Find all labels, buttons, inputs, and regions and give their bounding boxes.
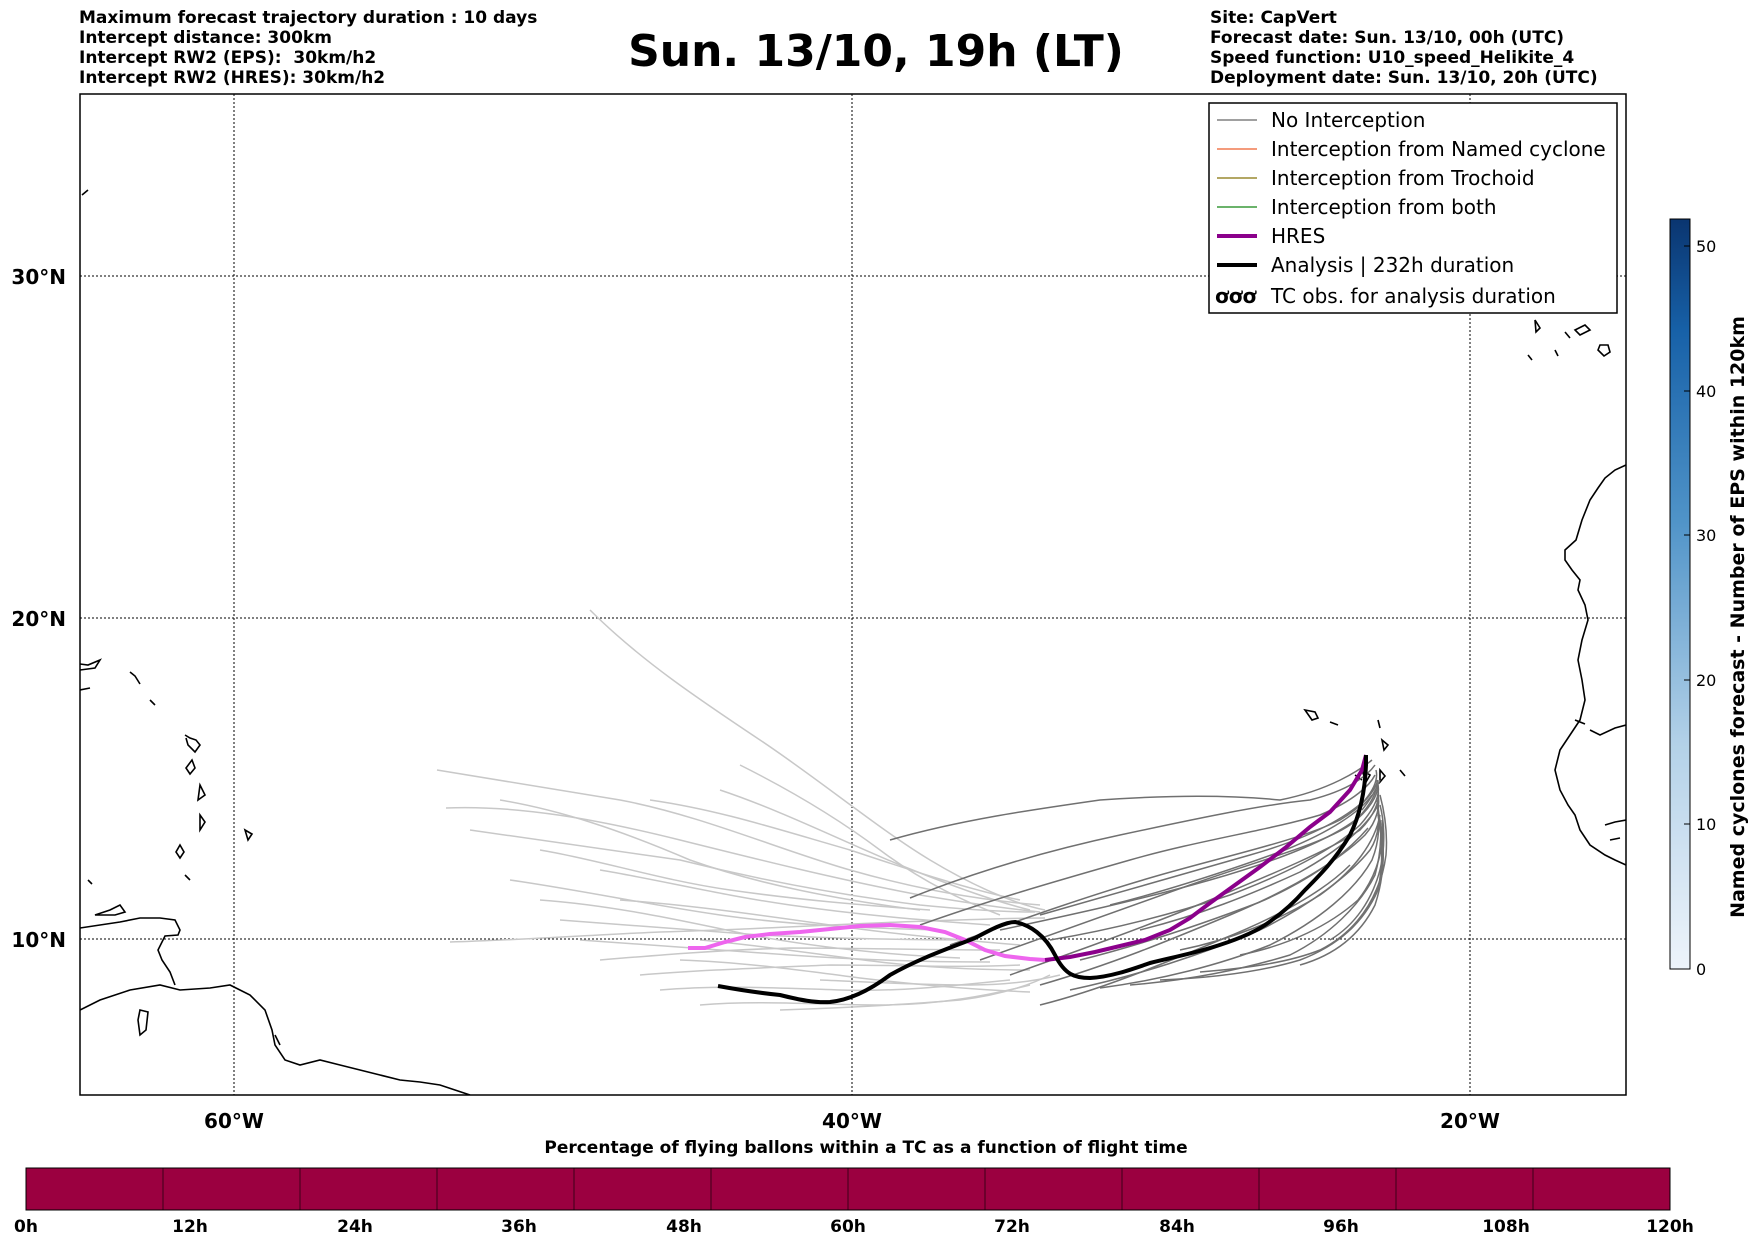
lat-tick-label: 10°N <box>11 928 66 952</box>
legend: ơơơ No Interception Interception from Na… <box>1208 102 1618 314</box>
colorbar-bottom-tick: 36h <box>501 1217 537 1237</box>
colorbar-right-gradient <box>1669 218 1691 970</box>
lat-tick-label: 30°N <box>11 265 66 289</box>
colorbar-right-tick: 40 <box>1696 382 1716 401</box>
colorbar-bottom-tick: 72h <box>994 1217 1030 1237</box>
header-right: Site: CapVert Forecast date: Sun. 13/10,… <box>1210 8 1598 88</box>
page-title: Sun. 13/10, 19h (LT) <box>628 26 1124 77</box>
legend-label: Interception from both <box>1271 195 1497 219</box>
header-left-line: Intercept distance: 300km <box>79 28 332 48</box>
colorbar-bottom: Percentage of flying ballons within a TC… <box>14 1138 1694 1237</box>
colorbar-right-tick: 20 <box>1696 671 1716 690</box>
colorbar-bottom-tick: 84h <box>1159 1217 1195 1237</box>
colorbar-bottom-tick: 108h <box>1482 1217 1530 1237</box>
legend-label: TC obs. for analysis duration <box>1270 284 1556 308</box>
legend-label: HRES <box>1271 224 1325 248</box>
analysis-trajectory <box>717 755 1368 1005</box>
colorbar-right-label: Named cyclones forecast - Number of EPS … <box>1727 316 1749 918</box>
header-right-line: Forecast date: Sun. 13/10, 00h (UTC) <box>1210 28 1565 48</box>
trajectories-dark <box>889 759 1388 1006</box>
legend-label: Interception from Trochoid <box>1271 166 1535 190</box>
header-left-line: Intercept RW2 (HRES): 30km/h2 <box>79 68 386 88</box>
header-right-line: Speed function: U10_speed_Helikite_4 <box>1210 48 1575 68</box>
colorbar-bottom-title: Percentage of flying ballons within a TC… <box>544 1138 1187 1158</box>
colorbar-bottom-tick: 48h <box>666 1217 702 1237</box>
colorbar-bottom-tick: 0h <box>14 1217 38 1237</box>
header-right-line: Deployment date: Sun. 13/10, 20h (UTC) <box>1210 68 1598 88</box>
header-left-line: Intercept RW2 (EPS): 30km/h2 <box>79 48 377 68</box>
hres-trajectory-light <box>688 922 1046 962</box>
colorbar-bottom-tick: 24h <box>337 1217 373 1237</box>
colorbar-bottom-tick: 12h <box>172 1217 208 1237</box>
colorbar-right: 0 10 20 30 40 50 Named cyclones forecast… <box>1669 218 1749 979</box>
colorbar-right-tick: 50 <box>1696 237 1716 256</box>
legend-label: Analysis | 232h duration <box>1271 253 1514 277</box>
legend-label: No Interception <box>1271 108 1425 132</box>
lon-tick-label: 20°W <box>1440 1109 1500 1133</box>
lon-tick-label: 40°W <box>822 1109 882 1133</box>
legend-box <box>1208 102 1618 314</box>
colorbar-bottom-tick: 96h <box>1323 1217 1359 1237</box>
colorbar-right-tick: 10 <box>1696 815 1716 834</box>
lat-tick-label: 20°N <box>11 607 66 631</box>
header-right-line: Site: CapVert <box>1210 8 1337 28</box>
header-left: Maximum forecast trajectory duration : 1… <box>79 8 537 88</box>
legend-tc-symbol: ơơơ <box>1215 284 1257 308</box>
colorbar-bottom-tick: 120h <box>1646 1217 1694 1237</box>
colorbar-bottom-tick: 60h <box>830 1217 866 1237</box>
legend-label: Interception from Named cyclone <box>1271 137 1606 161</box>
lon-tick-label: 60°W <box>204 1109 264 1133</box>
colorbar-right-tick: 30 <box>1696 526 1716 545</box>
colorbar-right-tick: 0 <box>1696 960 1706 979</box>
header-left-line: Maximum forecast trajectory duration : 1… <box>79 8 538 28</box>
hres-trajectory <box>1044 754 1368 962</box>
coastlines <box>80 189 1626 1095</box>
